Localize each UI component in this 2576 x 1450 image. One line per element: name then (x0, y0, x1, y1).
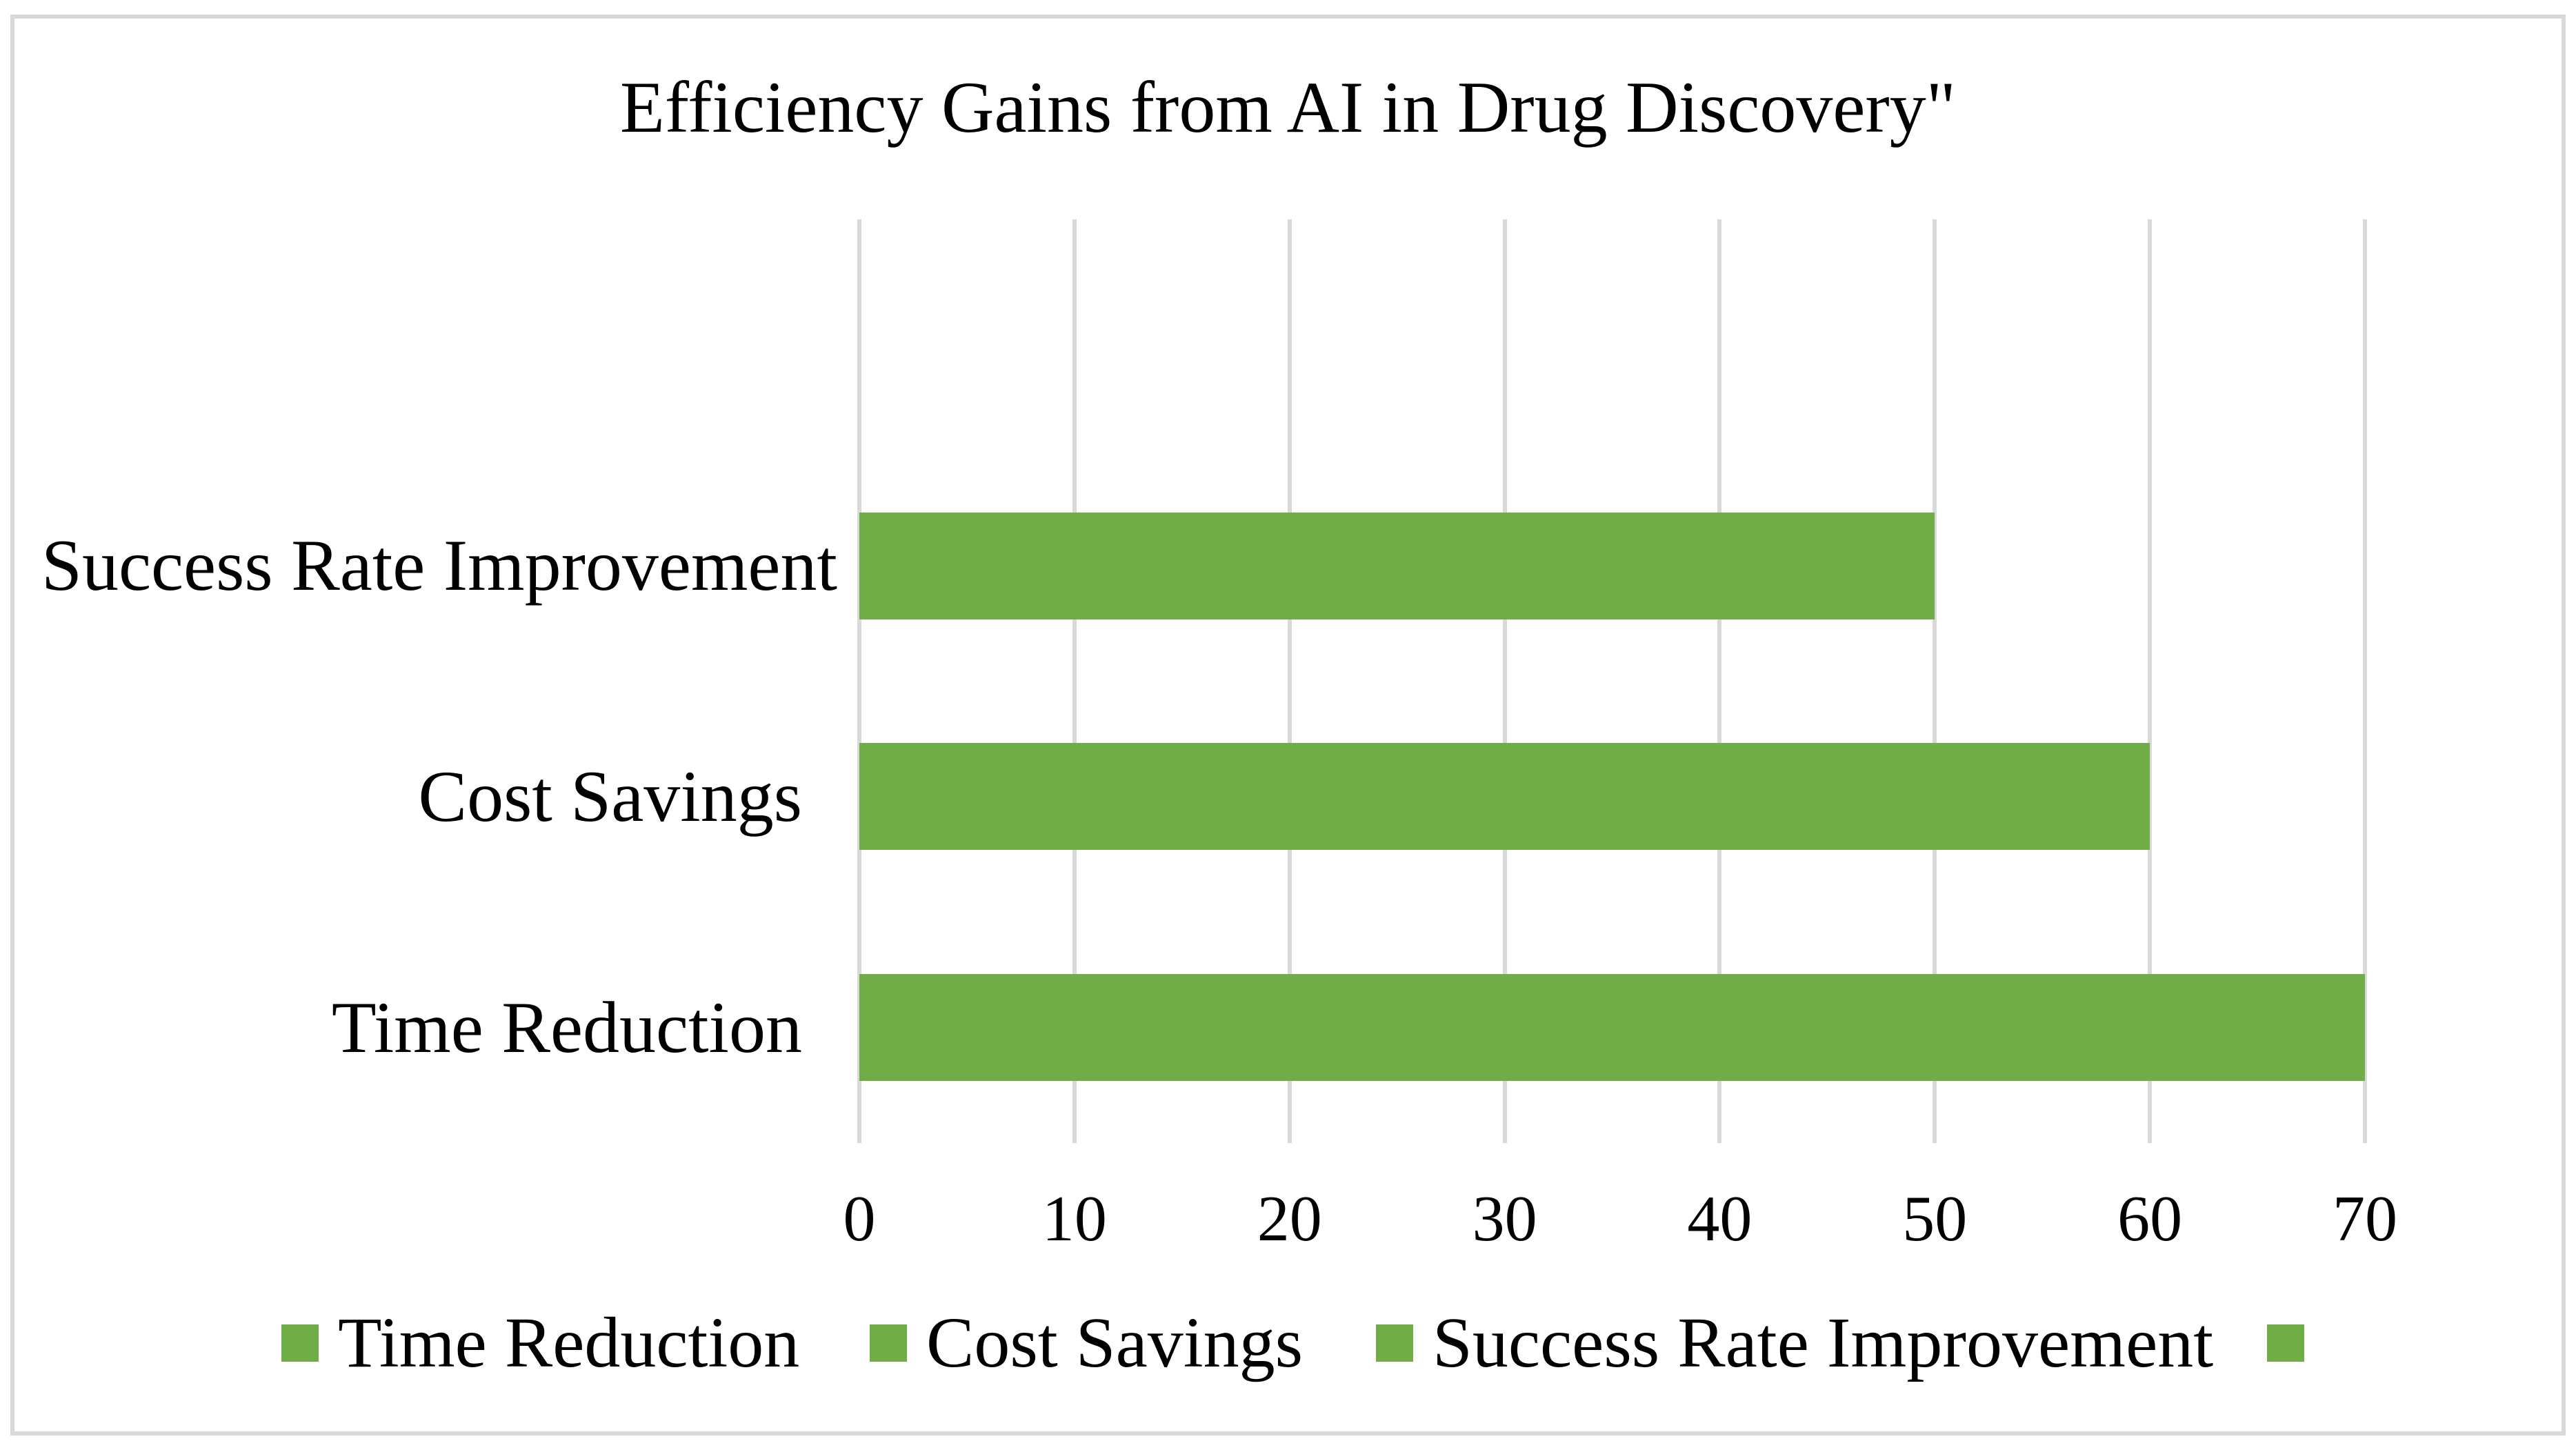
gridline-x-50 (1933, 219, 1937, 1143)
tick-label-40: 40 (1687, 1183, 1753, 1255)
legend-label: Cost Savings (926, 1303, 1304, 1382)
plot-area (857, 219, 2367, 1143)
legend-label: Success Rate Improvement (1432, 1303, 2214, 1382)
tick-label-0: 0 (843, 1183, 876, 1255)
legend-swatch-icon (1376, 1324, 1413, 1362)
legend-label: Time Reduction (338, 1303, 800, 1382)
legend-item-time-reduction: Time Reduction (281, 1305, 799, 1381)
bar-time-reduction (859, 974, 2365, 1081)
tick-label-10: 10 (1041, 1183, 1107, 1255)
bar-success-rate-improvement (859, 513, 1935, 619)
category-label-cost-savings: Cost Savings (418, 756, 802, 837)
tick-label-50: 50 (1902, 1183, 1968, 1255)
tick-label-70: 70 (2333, 1183, 2397, 1255)
chart-title: Efficiency Gains from AI in Drug Discove… (619, 67, 1957, 148)
bar-cost-savings (859, 743, 2150, 850)
legend-item-cost-savings: Cost Savings (870, 1305, 1303, 1381)
gridline-x-20 (1287, 219, 1292, 1143)
gridline-x-40 (1717, 219, 1722, 1143)
legend-item-success-rate-improvement: Success Rate Improvement (1376, 1305, 2213, 1381)
legend-swatch-icon (281, 1324, 319, 1362)
tick-label-60: 60 (2117, 1183, 2183, 1255)
gridline-x-10 (1072, 219, 1077, 1143)
gridline-x-70 (2363, 219, 2367, 1143)
gridline-x-0 (857, 219, 861, 1143)
gridline-x-30 (1502, 219, 1507, 1143)
category-label-time-reduction: Time Reduction (331, 987, 802, 1068)
tick-label-30: 30 (1472, 1183, 1537, 1255)
legend-swatch-icon (2267, 1324, 2304, 1362)
legend-swatch-icon (870, 1324, 907, 1362)
category-label-success-rate-improvement: Success Rate Improvement (41, 525, 837, 606)
tick-label-20: 20 (1257, 1183, 1322, 1255)
gridline-x-60 (2148, 219, 2153, 1143)
legend-item-blank (2267, 1305, 2304, 1381)
